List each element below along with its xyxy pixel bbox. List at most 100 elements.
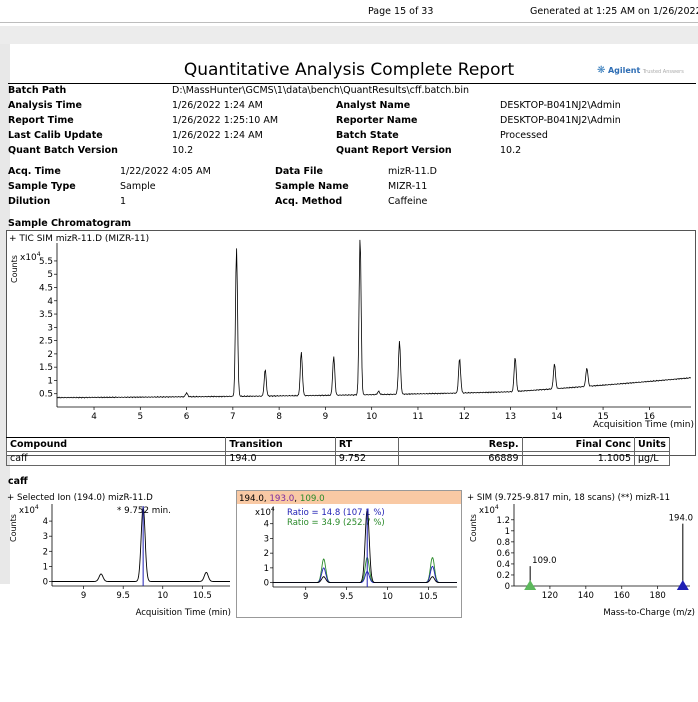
x-tick-label: 180 xyxy=(650,591,666,601)
x-tick-label: 13 xyxy=(505,412,516,422)
spectrum-peak-label: 109.0 xyxy=(532,556,556,566)
p3-y-exp-power: 4 xyxy=(495,504,499,511)
y-tick-label: 1 xyxy=(264,564,269,574)
spectrum-chart: + SIM (9.725-9.817 min, 18 scans) (**) m… xyxy=(467,493,695,618)
y-tick-label: 0.8 xyxy=(496,538,510,548)
x-tick-label: 160 xyxy=(614,591,630,601)
x-tick-label: 9.5 xyxy=(340,592,354,602)
y-tick-label: 2 xyxy=(43,547,48,557)
y-tick-label: 5 xyxy=(47,270,53,280)
x-tick-label: 140 xyxy=(578,591,594,601)
p3-y-label: Counts xyxy=(469,514,478,542)
y-tick-label: 4.5 xyxy=(39,283,53,293)
y-tick-label: 5.5 xyxy=(39,257,53,267)
spectrum-peak-label: 194.0 xyxy=(669,514,693,524)
qualifier-chart: 194.0, 193.0, 109.0 x104 Ratio = 14.8 (1… xyxy=(239,494,457,602)
y-tick-label: 4 xyxy=(47,297,53,307)
compound-table-wrap: Compound Transition RT Resp. Final Conc … xyxy=(5,437,670,466)
qualifier-panel: 194.0, 193.0, 109.0 x104 Ratio = 14.8 (1… xyxy=(236,490,462,618)
x-tick-label: 9 xyxy=(303,592,308,602)
cell-transition: 194.0 xyxy=(225,451,336,466)
qualifier-ratio-2: Ratio = 34.9 (252.7 %) xyxy=(287,518,385,528)
p3-x-label: Mass-to-Charge (m/z) xyxy=(603,608,695,618)
table-row: caff 194.0 9.752 66889 1.1005 µg/L xyxy=(5,451,670,466)
col-resp: Resp. xyxy=(397,437,523,452)
header-divider xyxy=(0,22,698,23)
sample-type-label: Sample Type xyxy=(8,181,76,192)
analyst-name-label: Analyst Name xyxy=(336,100,411,111)
y-tick-label: 1 xyxy=(47,376,53,386)
ion-194: 194.0 xyxy=(239,494,264,504)
col-units: Units xyxy=(634,437,670,452)
page-number: Page 15 of 33 xyxy=(368,6,434,17)
analyst-name-value: DESKTOP-B041NJ2\Admin xyxy=(500,100,621,111)
x-tick-label: 15 xyxy=(597,412,608,422)
batch-state-label: Batch State xyxy=(336,130,399,141)
page-edge xyxy=(0,44,10,584)
batch-path-value: D:\MassHunter\GCMS\1\data\bench\QuantRes… xyxy=(172,85,469,96)
cell-final-conc: 1.1005 xyxy=(521,451,636,466)
sample-type-value: Sample xyxy=(120,181,156,192)
spectrum-panel: + SIM (9.725-9.817 min, 18 scans) (**) m… xyxy=(466,490,696,618)
col-compound: Compound xyxy=(5,437,227,452)
y-tick-label: 0.6 xyxy=(496,549,510,559)
batch-state-value: Processed xyxy=(500,130,548,141)
y-tick-label: 4 xyxy=(43,517,48,527)
tic-trace xyxy=(56,239,691,399)
x-tick-label: 12 xyxy=(459,412,470,422)
tic-y-exp-power: 4 xyxy=(37,251,41,258)
data-file-label: Data File xyxy=(275,166,324,177)
cell-compound: caff xyxy=(5,451,227,466)
x-tick-label: 14 xyxy=(551,412,563,422)
ion-marker-triangle xyxy=(524,580,537,590)
data-file-value: mizR-11.D xyxy=(388,166,437,177)
x-tick-label: 11 xyxy=(412,412,423,422)
x-tick-label: 7 xyxy=(230,412,236,422)
y-tick-label: 4 xyxy=(264,520,269,530)
agilent-logo: ❋ Agilent Trusted Answers xyxy=(597,65,684,76)
sample-name-label: Sample Name xyxy=(275,181,349,192)
x-tick-label: 9 xyxy=(323,412,329,422)
ion-193: 193.0 xyxy=(269,494,294,504)
last-calib-label: Last Calib Update xyxy=(8,130,103,141)
tic-y-label: Counts xyxy=(10,255,19,283)
agilent-spark-icon: ❋ xyxy=(597,65,606,76)
p3-y-exponent: x104 xyxy=(479,504,499,516)
p2-y-exp-base: x10 xyxy=(255,508,271,518)
p2-y-exponent: x104 xyxy=(255,506,275,518)
acq-time-label: Acq. Time xyxy=(8,166,61,177)
y-tick-label: 0 xyxy=(264,579,269,589)
report-time-label: Report Time xyxy=(8,115,74,126)
x-tick-label: 10.5 xyxy=(193,591,212,601)
p1-y-label: Counts xyxy=(9,514,18,542)
generated-timestamp: Generated at 1:25 AM on 1/26/2022 xyxy=(530,6,698,17)
acq-method-value: Caffeine xyxy=(388,196,428,207)
tic-trace-label: + TIC SIM mizR-11.D (MIZR-11) xyxy=(9,234,149,244)
y-tick-label: 3.5 xyxy=(39,310,53,320)
y-tick-label: 3 xyxy=(264,534,269,544)
analysis-time-label: Analysis Time xyxy=(8,100,82,111)
tic-y-exponent: x104 xyxy=(20,251,41,263)
x-tick-label: 10.5 xyxy=(419,592,438,602)
y-tick-label: 2 xyxy=(264,549,269,559)
y-tick-label: 1.5 xyxy=(39,363,53,373)
page-gap xyxy=(0,26,698,44)
y-tick-label: 0 xyxy=(43,577,48,587)
page-header xyxy=(0,0,698,22)
tic-y-exp-base: x10 xyxy=(20,253,37,263)
batch-path-label: Batch Path xyxy=(8,85,67,96)
x-tick-label: 9 xyxy=(81,591,86,601)
p1-x-label: Acquisition Time (min) xyxy=(136,608,231,618)
x-tick-label: 10 xyxy=(382,592,393,602)
compound-table: Compound Transition RT Resp. Final Conc … xyxy=(5,437,670,466)
x-tick-label: 5 xyxy=(137,412,143,422)
ion-header-text: 194.0, 193.0, 109.0 xyxy=(239,494,325,504)
ion-marker-triangle xyxy=(676,580,689,590)
p1-trace-label: + Selected Ion (194.0) mizR-11.D xyxy=(7,493,153,503)
compound-table-header: Compound Transition RT Resp. Final Conc … xyxy=(5,437,670,452)
acq-method-label: Acq. Method xyxy=(275,196,343,207)
y-tick-label: 1 xyxy=(43,562,48,572)
p1-y-exp-base: x10 xyxy=(19,506,35,516)
x-tick-label: 120 xyxy=(542,591,558,601)
col-transition: Transition xyxy=(225,437,336,452)
